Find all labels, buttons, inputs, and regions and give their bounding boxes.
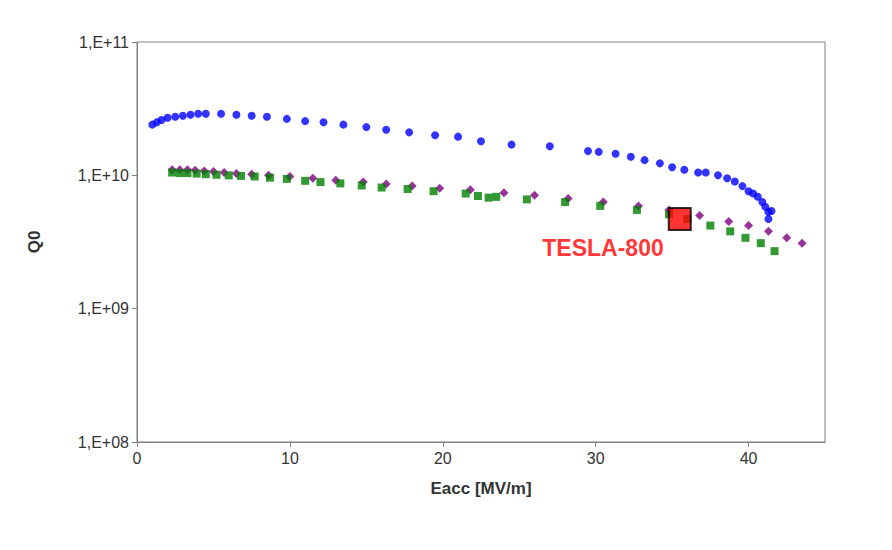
svg-text:1,E+11: 1,E+11 — [79, 34, 129, 51]
svg-text:1,E+08: 1,E+08 — [78, 434, 129, 451]
svg-text:10: 10 — [281, 450, 299, 467]
svg-text:20: 20 — [434, 450, 452, 467]
svg-text:Q0: Q0 — [25, 231, 44, 254]
svg-text:TESLA-800: TESLA-800 — [542, 235, 663, 261]
svg-text:1,E+10: 1,E+10 — [78, 167, 129, 184]
svg-text:30: 30 — [587, 450, 605, 467]
svg-text:1,E+09: 1,E+09 — [78, 300, 129, 317]
svg-text:40: 40 — [740, 450, 758, 467]
svg-text:0: 0 — [133, 450, 142, 467]
svg-text:Eacc [MV/m]: Eacc [MV/m] — [430, 479, 531, 498]
